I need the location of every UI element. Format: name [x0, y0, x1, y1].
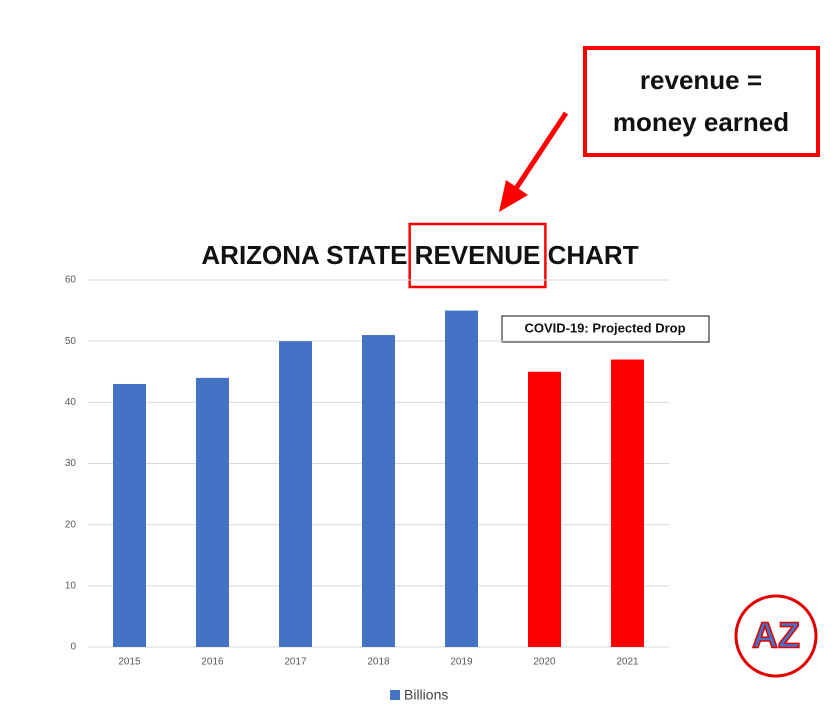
- x-tick-label: 2020: [533, 657, 556, 668]
- x-tick-label: 2018: [367, 657, 390, 668]
- legend-swatch: [390, 690, 400, 700]
- y-tick-label: 30: [65, 458, 77, 469]
- y-tick-label: 0: [70, 642, 76, 653]
- bar: [113, 383, 146, 647]
- callout-line: revenue =: [640, 65, 762, 95]
- callout-line: money earned: [613, 107, 789, 137]
- x-tick-label: 2017: [284, 657, 307, 668]
- legend-label: Billions: [404, 687, 448, 703]
- callout-box: [583, 46, 820, 157]
- y-tick-label: 60: [65, 275, 77, 286]
- y-tick-label: 20: [65, 519, 77, 530]
- annotation: COVID-19: Projected Drop: [524, 320, 685, 335]
- title-highlight: [408, 222, 547, 289]
- annotation-box: [501, 315, 710, 343]
- logo-circle: [734, 594, 818, 678]
- bar: [279, 341, 312, 647]
- x-tick-label: 2021: [616, 657, 639, 668]
- x-tick-label: 2019: [450, 657, 473, 668]
- arrow-shaft: [512, 111, 569, 192]
- chart-title: ARIZONA STATE REVENUE CHART: [201, 240, 638, 270]
- y-tick-label: 40: [65, 397, 77, 408]
- x-tick-label: 2016: [201, 657, 224, 668]
- y-tick-label: 50: [65, 336, 77, 347]
- bar: [528, 371, 561, 647]
- bar: [611, 359, 644, 647]
- y-tick-label: 10: [65, 580, 77, 591]
- bar: [196, 377, 229, 647]
- bar: [445, 310, 478, 647]
- x-tick-label: 2015: [118, 657, 141, 668]
- logo: AZ: [752, 615, 800, 656]
- bar: [362, 335, 395, 647]
- arrow-head: [499, 180, 528, 212]
